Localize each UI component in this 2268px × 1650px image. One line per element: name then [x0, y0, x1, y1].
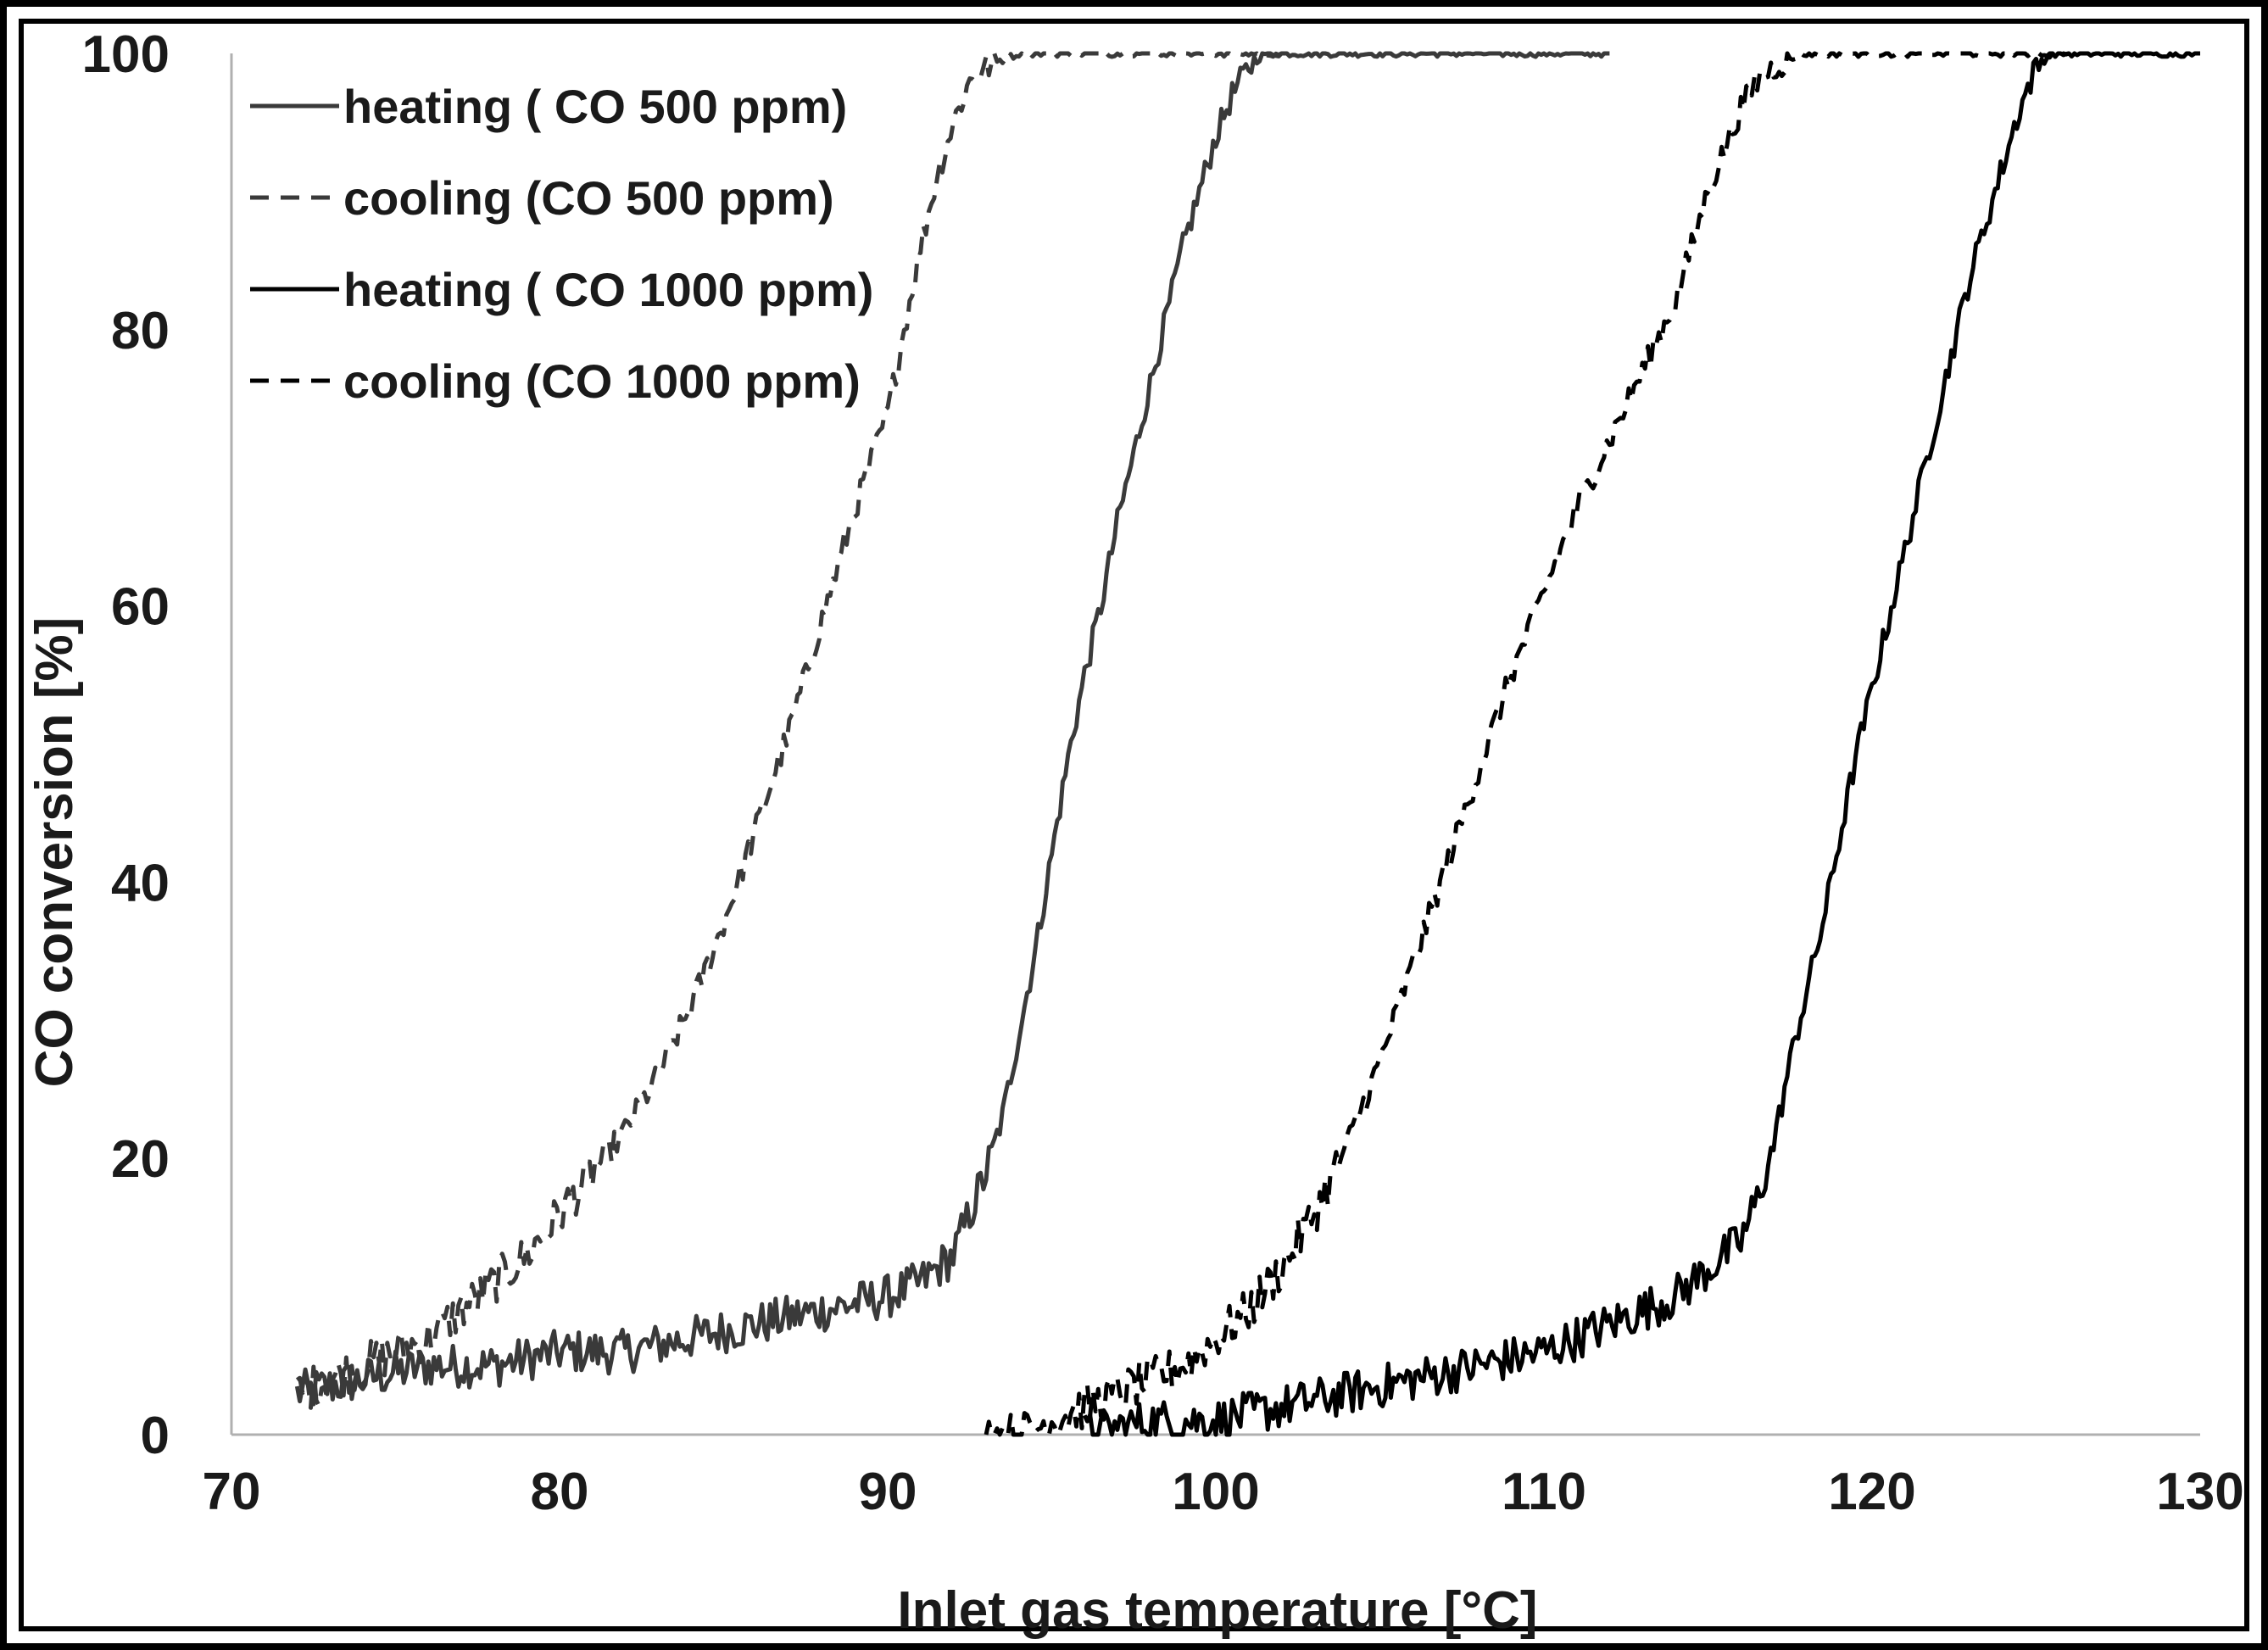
x-tick-label: 120: [1828, 1463, 1915, 1521]
series-line-3: [1082, 51, 2200, 1437]
y-tick-label: 40: [111, 854, 170, 912]
series-line-4: [984, 51, 2070, 1437]
y-axis-title: CO conversion [%]: [25, 617, 84, 1088]
y-tick-label: 20: [111, 1130, 170, 1189]
legend-label: cooling (CO 500 ppm): [343, 171, 834, 225]
legend-label: cooling (CO 1000 ppm): [343, 354, 861, 408]
x-tick-label: 70: [203, 1463, 261, 1521]
ticks-layer: 70 80 90 100 110 120 130 0 20 40 60 80 100: [82, 25, 2244, 1521]
y-tick-label: 0: [141, 1407, 170, 1465]
series-layer: [294, 51, 2200, 1437]
legend-item: cooling (CO 500 ppm): [250, 171, 834, 225]
legend-item: heating ( CO 500 ppm): [250, 80, 847, 133]
x-tick-label: 90: [859, 1463, 917, 1521]
series-3: [1082, 51, 2200, 1437]
series-2: [295, 51, 1283, 1410]
x-tick-label: 100: [1172, 1463, 1259, 1521]
series-line-2: [295, 51, 1283, 1410]
legend-item: cooling (CO 1000 ppm): [250, 354, 861, 408]
y-tick-label: 80: [111, 302, 170, 360]
x-tick-label: 110: [1502, 1463, 1586, 1521]
y-tick-label: 100: [82, 25, 170, 84]
x-tick-label: 80: [531, 1463, 589, 1521]
legend-label: heating ( CO 1000 ppm): [343, 263, 873, 316]
y-tick-label: 60: [111, 578, 170, 637]
axes: [230, 53, 2200, 1436]
series-line-1: [294, 51, 1610, 1407]
x-axis-title: Inlet gas temperature [°C]: [897, 1581, 1537, 1640]
series-1: [294, 51, 1610, 1407]
legend-label: heating ( CO 500 ppm): [343, 80, 847, 133]
legend: heating ( CO 500 ppm) cooling (CO 500 ppm…: [250, 80, 873, 408]
x-tick-label: 130: [2156, 1463, 2243, 1521]
legend-item: heating ( CO 1000 ppm): [250, 263, 873, 316]
series-4: [984, 51, 2070, 1437]
